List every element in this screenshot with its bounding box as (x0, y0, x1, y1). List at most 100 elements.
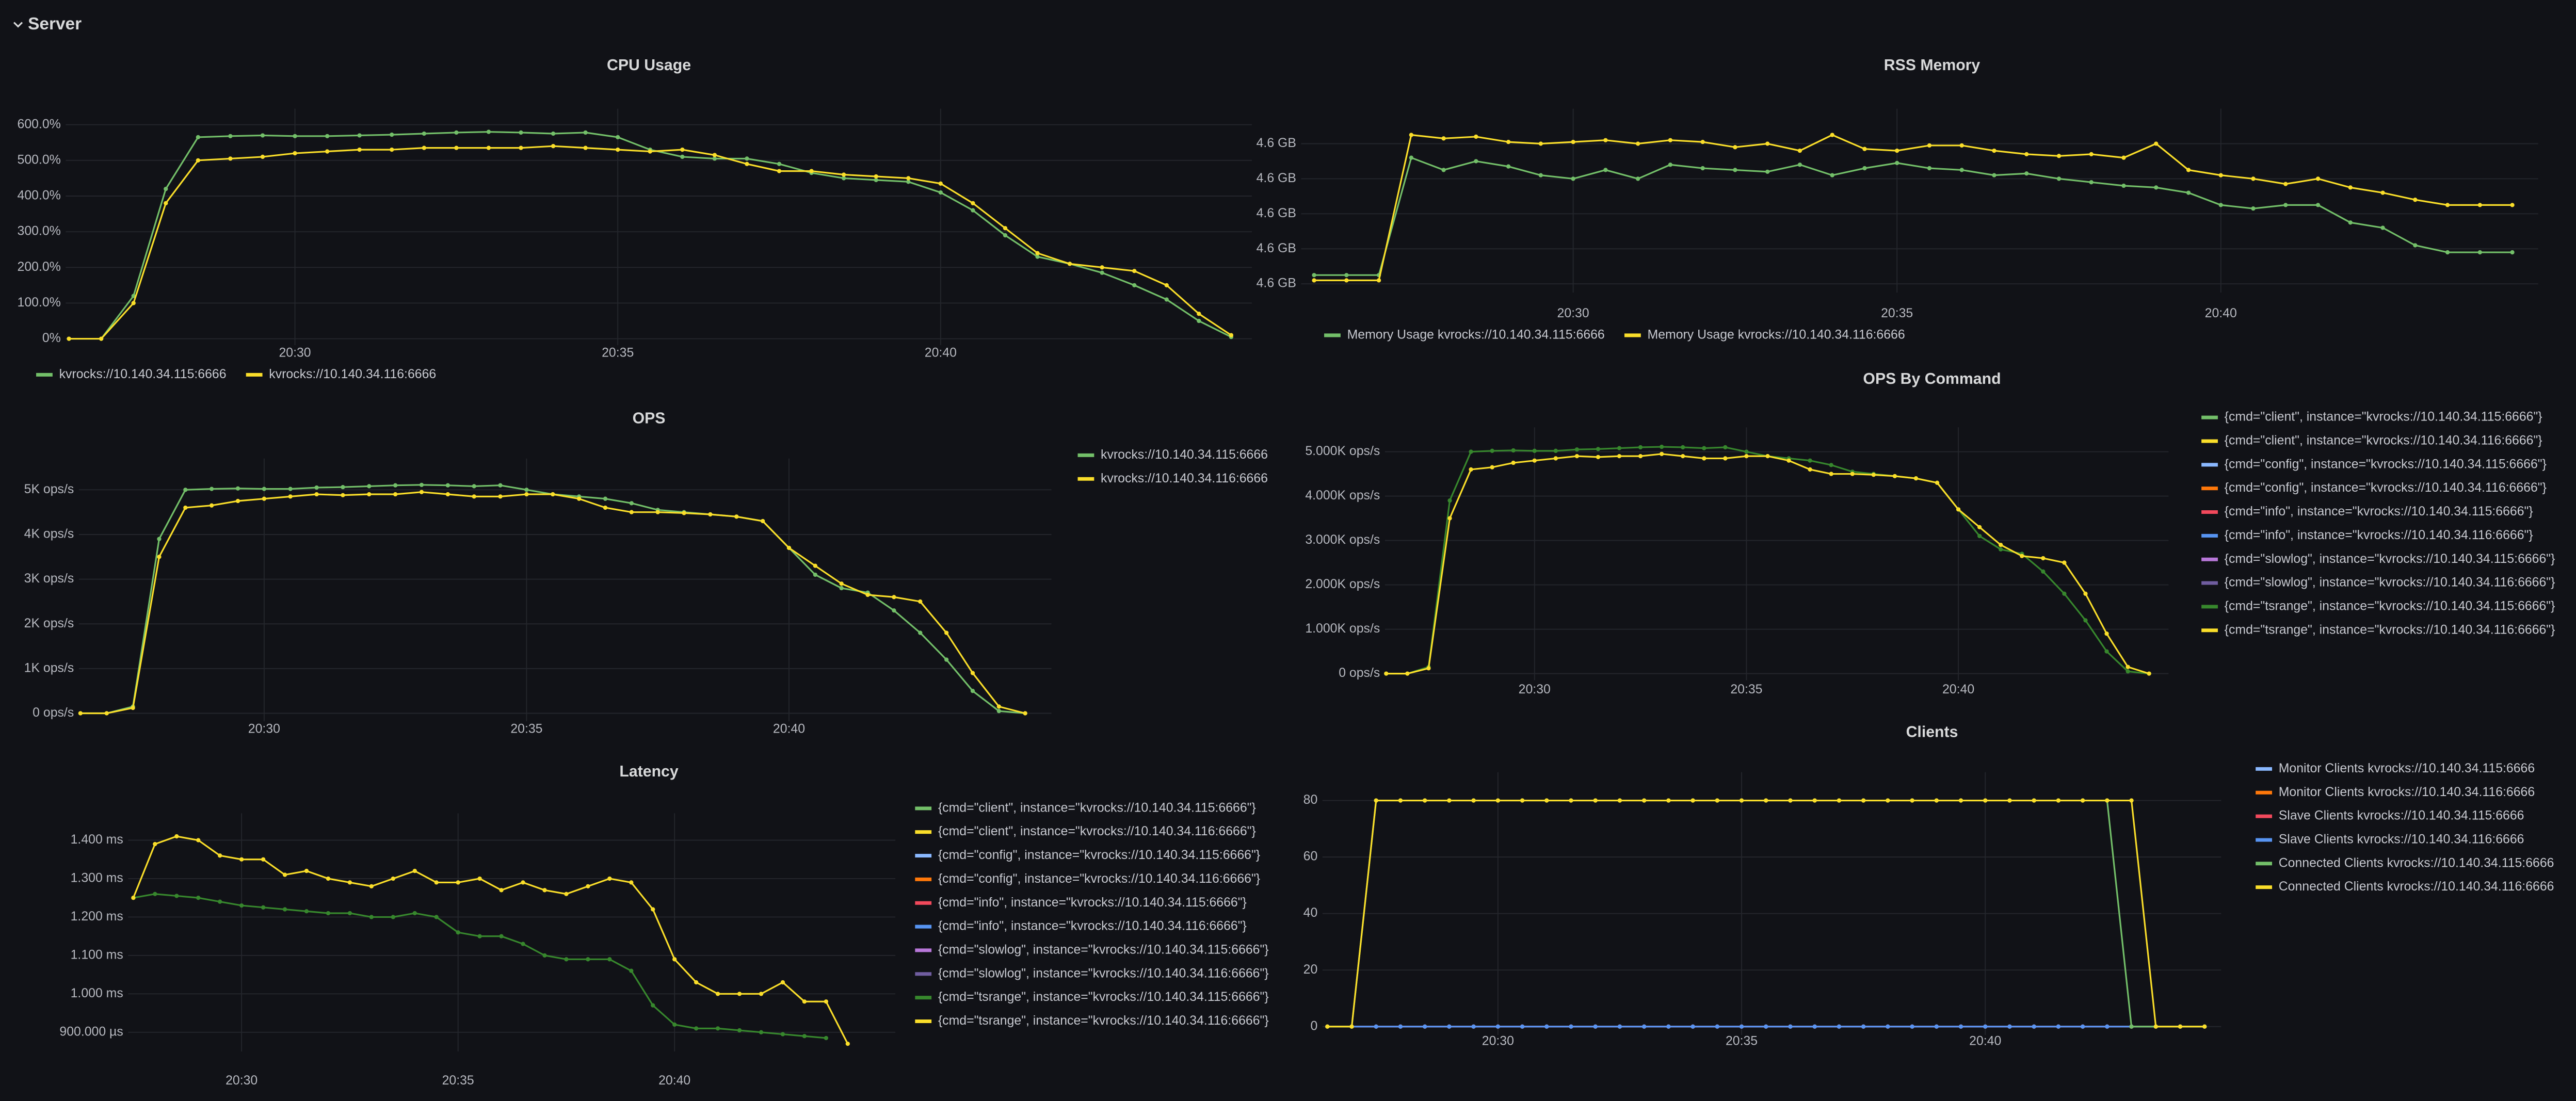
legend-label: {cmd="tsrange", instance="kvrocks://10.1… (2225, 599, 2555, 613)
data-point (498, 483, 503, 488)
y-tick-label: 80 (1303, 793, 1318, 807)
data-point (648, 149, 652, 154)
data-point (67, 336, 71, 341)
data-point (1603, 138, 1608, 142)
data-point (1723, 456, 1728, 461)
data-point (1426, 666, 1431, 671)
data-point (390, 147, 394, 152)
data-point (1490, 465, 1494, 469)
y-tick-label: 4K ops/s (24, 527, 74, 541)
data-point (564, 892, 569, 896)
data-point (542, 953, 547, 958)
legend-label: Monitor Clients kvrocks://10.140.34.116:… (2279, 785, 2535, 799)
data-point (1603, 168, 1608, 172)
legend-label: {cmd="client", instance="kvrocks://10.14… (2225, 434, 2542, 448)
data-point (1829, 472, 1833, 476)
data-point (564, 957, 569, 962)
data-point (780, 980, 785, 985)
data-point (583, 130, 588, 135)
data-point (1617, 798, 1622, 803)
data-point (2032, 798, 2036, 803)
y-tick-label: 900.000 µs (59, 1025, 123, 1039)
data-point (196, 135, 200, 140)
data-point (1812, 1024, 1817, 1029)
data-point (326, 911, 331, 916)
y-tick-label: 0 ops/s (1339, 666, 1380, 680)
data-point (1715, 798, 1719, 803)
data-point (2153, 1024, 2158, 1029)
data-point (183, 488, 188, 492)
data-point (1895, 148, 1899, 153)
data-point (325, 134, 330, 138)
data-point (1837, 798, 1842, 803)
data-point (1691, 1024, 1695, 1029)
data-point (434, 880, 439, 885)
data-point (970, 689, 975, 693)
data-point (282, 907, 287, 912)
data-point (1977, 533, 1982, 539)
y-tick-label: 1K ops/s (24, 661, 74, 675)
data-point (694, 980, 699, 985)
legend-label: {cmd="slowlog", instance="kvrocks://10.1… (938, 966, 1269, 980)
data-point (712, 156, 717, 161)
data-point (314, 492, 319, 497)
data-point (938, 190, 943, 195)
x-tick-label: 20:35 (1881, 306, 1913, 320)
data-point (1197, 318, 1201, 323)
data-point (1638, 454, 1643, 459)
data-point (391, 915, 395, 919)
data-point (164, 201, 168, 205)
data-point (486, 129, 491, 134)
data-point (971, 208, 975, 213)
data-point (1469, 467, 1473, 472)
data-point (2056, 176, 2062, 181)
data-point (1850, 472, 1855, 476)
data-point (759, 992, 764, 996)
panel-title: OPS By Command (1863, 370, 2001, 387)
data-point (1861, 1024, 1866, 1029)
data-point (1764, 798, 1768, 803)
data-point (153, 841, 157, 847)
data-point (813, 572, 817, 577)
data-point (1617, 446, 1622, 450)
data-point (708, 512, 713, 517)
x-tick-label: 20:30 (248, 722, 280, 736)
data-point (1571, 139, 1575, 144)
data-point (1398, 798, 1403, 803)
data-point (521, 942, 525, 946)
y-tick-label: 3K ops/s (24, 572, 74, 586)
legend-label: Monitor Clients kvrocks://10.140.34.115:… (2279, 762, 2535, 775)
data-point (341, 485, 345, 490)
data-point (498, 494, 503, 499)
data-point (1423, 798, 1427, 803)
collapse-chevron[interactable] (13, 22, 23, 28)
data-point (1739, 798, 1744, 803)
data-point (472, 484, 476, 489)
section-title[interactable]: Server (28, 14, 82, 34)
data-point (1384, 671, 1389, 676)
data-point (521, 880, 525, 885)
data-point (1593, 798, 1598, 803)
data-point (737, 992, 742, 996)
data-point (616, 147, 620, 152)
data-point (1197, 312, 1201, 316)
y-tick-label: 4.6 GB (1257, 136, 1296, 150)
data-point (1474, 159, 1478, 164)
x-tick-label: 20:30 (1482, 1034, 1514, 1048)
data-point (357, 147, 362, 152)
data-point (419, 482, 424, 487)
data-point (2041, 556, 2046, 561)
data-point (1862, 147, 1867, 151)
data-point (2129, 798, 2134, 803)
data-point (477, 876, 482, 881)
y-tick-label: 1.000 ms (71, 986, 123, 1000)
data-point (1593, 1024, 1598, 1029)
x-tick-label: 20:40 (773, 722, 805, 736)
data-point (737, 1028, 742, 1033)
data-point (2105, 798, 2110, 803)
data-point (1797, 163, 1802, 167)
y-tick-label: 5K ops/s (24, 482, 74, 496)
data-point (1992, 148, 1997, 153)
data-point (906, 180, 911, 184)
